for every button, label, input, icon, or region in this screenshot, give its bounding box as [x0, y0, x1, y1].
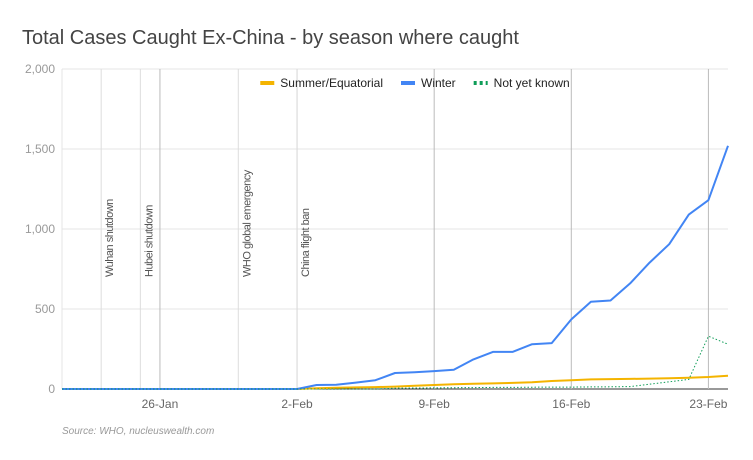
series-line — [62, 335, 729, 390]
x-tick-label: 26-Jan — [142, 397, 179, 411]
legend-label: Summer/Equatorial — [280, 76, 383, 90]
y-tick-label: 2,000 — [25, 62, 55, 76]
y-tick-label: 500 — [35, 302, 55, 316]
series-line — [62, 145, 729, 390]
x-tick-label: 23-Feb — [689, 397, 727, 411]
x-tick-label: 16-Feb — [552, 397, 590, 411]
y-tick-label: 1,000 — [25, 222, 55, 236]
annotation-text: Wuhan shutdown — [104, 199, 116, 277]
source-note: Source: WHO, nucleuswealth.com — [62, 426, 214, 437]
legend-label: Not yet known — [494, 76, 570, 90]
annotation-text: China flight ban — [300, 208, 312, 277]
annotation-text: WHO global emergency — [241, 169, 253, 277]
legend-label: Winter — [421, 76, 456, 90]
x-tick-label: 2-Feb — [281, 397, 313, 411]
annotation-text: Hubei shutdown — [143, 205, 155, 277]
y-tick-label: 1,500 — [25, 142, 55, 156]
y-tick-label: 0 — [48, 382, 55, 396]
chart-title: Total Cases Caught Ex-China - by season … — [22, 27, 519, 49]
x-tick-label: 9-Feb — [418, 397, 450, 411]
